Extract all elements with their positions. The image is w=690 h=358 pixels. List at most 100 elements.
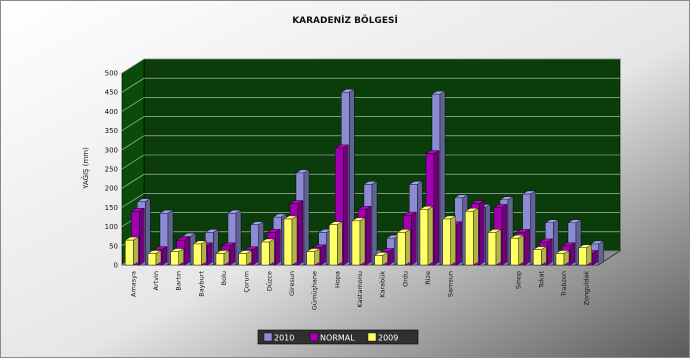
bar-normal-side <box>229 242 236 266</box>
bar-2009 <box>351 220 361 266</box>
chart-title: KARADENİZ BÖLGESİ <box>292 15 398 26</box>
y-tick-label: 0 <box>114 262 118 270</box>
bar-2009 <box>374 255 383 266</box>
bar-2009 <box>193 243 202 266</box>
bar-normal-side <box>592 250 598 266</box>
x-tick-label: Hopa <box>333 271 341 288</box>
bar-2009-side <box>473 207 479 266</box>
bar-2009 <box>465 211 474 266</box>
bar-normal-side <box>343 144 349 266</box>
legend-swatch <box>263 332 273 342</box>
bar-normal-side <box>524 229 530 266</box>
bar-2009-side <box>450 215 456 266</box>
y-axis-label: YAĞIŞ (mm) <box>81 147 90 190</box>
bar-2009-side <box>246 250 252 266</box>
y-tick-label: 100 <box>105 223 118 231</box>
x-tick-label: Trabzon <box>560 271 568 297</box>
bar-2009 <box>533 249 542 266</box>
gridline <box>121 193 620 208</box>
x-tick-label: Sinop <box>515 271 523 289</box>
x-tick-label: Bayburt <box>197 271 205 297</box>
bar-2009-side <box>155 250 162 266</box>
bar-2010-side <box>598 240 604 266</box>
y-tick-label: 450 <box>105 89 118 97</box>
bar-normal-side <box>161 246 168 266</box>
gridline <box>121 97 620 112</box>
bar-2009 <box>215 253 225 266</box>
gridline <box>121 173 620 189</box>
gridline <box>121 58 620 74</box>
bar-2009 <box>125 239 134 266</box>
bar-normal-side <box>252 246 258 266</box>
bar-2009-side <box>518 234 524 266</box>
bar-normal-side <box>547 238 553 266</box>
bar-normal-side <box>456 221 462 266</box>
x-tick-label: Bartın <box>175 271 183 291</box>
bar-2009 <box>238 253 247 266</box>
bar-2009-side <box>201 240 207 266</box>
bar-normal-side <box>479 200 485 266</box>
bar-2009 <box>329 224 338 266</box>
legend-swatch <box>367 332 377 342</box>
bar-2009 <box>147 253 157 266</box>
bar-normal-side <box>569 242 576 266</box>
y-tick-label: 50 <box>109 242 118 250</box>
bar-2009 <box>487 232 497 266</box>
bar-normal-side <box>275 229 281 266</box>
bar-2009 <box>555 253 565 266</box>
bar-normal-side <box>433 150 440 266</box>
bar-2009-side <box>133 236 139 266</box>
legend-label: NORMAL <box>320 334 355 343</box>
x-tick-label: Zonguldak <box>583 271 591 306</box>
bar-normal-side <box>365 205 372 266</box>
bar-2009-side <box>269 238 275 266</box>
bar-2009-side <box>495 229 502 266</box>
bar-2009 <box>397 232 406 266</box>
bar-2009-side <box>382 252 388 266</box>
legend-box <box>257 329 419 345</box>
x-tick-label: Gümüşhane <box>311 271 319 310</box>
bar-2009 <box>419 209 429 266</box>
bar-2009-side <box>359 217 366 266</box>
bar-normal-side <box>388 248 394 266</box>
y-tick-label: 400 <box>105 108 118 116</box>
bar-2009 <box>578 247 587 266</box>
x-tick-label: Çorum <box>243 271 251 293</box>
gridline <box>121 116 620 131</box>
bar-normal-side <box>411 211 417 266</box>
x-tick-label: Samsun <box>447 271 455 297</box>
bar-2009 <box>261 241 270 266</box>
y-tick-label: 300 <box>105 146 118 154</box>
bar-2009 <box>306 251 315 266</box>
bar-2009-side <box>586 244 592 266</box>
y-tick-label: 250 <box>105 166 118 174</box>
y-tick-label: 350 <box>105 127 118 135</box>
bar-normal-side <box>501 204 508 266</box>
y-tick-label: 150 <box>105 204 118 212</box>
bar-normal-side <box>184 236 190 266</box>
bar-2009-side <box>563 250 570 266</box>
bar-normal-side <box>297 200 304 266</box>
bar-2010-side <box>371 181 378 266</box>
bar-2009 <box>442 218 451 266</box>
bar-normal-side <box>207 242 213 266</box>
plot-area: 0 50 100 150 200 250 300 350 400 450 500 Amasya Artv… <box>105 58 622 310</box>
bar-normal-side <box>139 207 145 266</box>
x-tick-label: Kastamonu <box>356 271 364 308</box>
x-tick-label: Bolu <box>220 271 228 285</box>
bar-2009-side <box>427 205 434 266</box>
bar-2009-side <box>291 215 298 266</box>
y-tick-label: 500 <box>105 70 118 78</box>
bar-2009-side <box>178 248 184 266</box>
bar-2009-side <box>223 250 230 266</box>
x-tick-label: Artvin <box>152 271 160 290</box>
bar-normal-side <box>320 244 326 266</box>
bar-2009 <box>170 251 179 266</box>
bar-2009-side <box>314 248 320 266</box>
x-tick-label: Ordu <box>401 271 409 287</box>
gridline <box>121 154 620 170</box>
bar-2009 <box>510 237 519 266</box>
legend-swatch <box>309 332 319 342</box>
bar-2009 <box>283 218 293 266</box>
